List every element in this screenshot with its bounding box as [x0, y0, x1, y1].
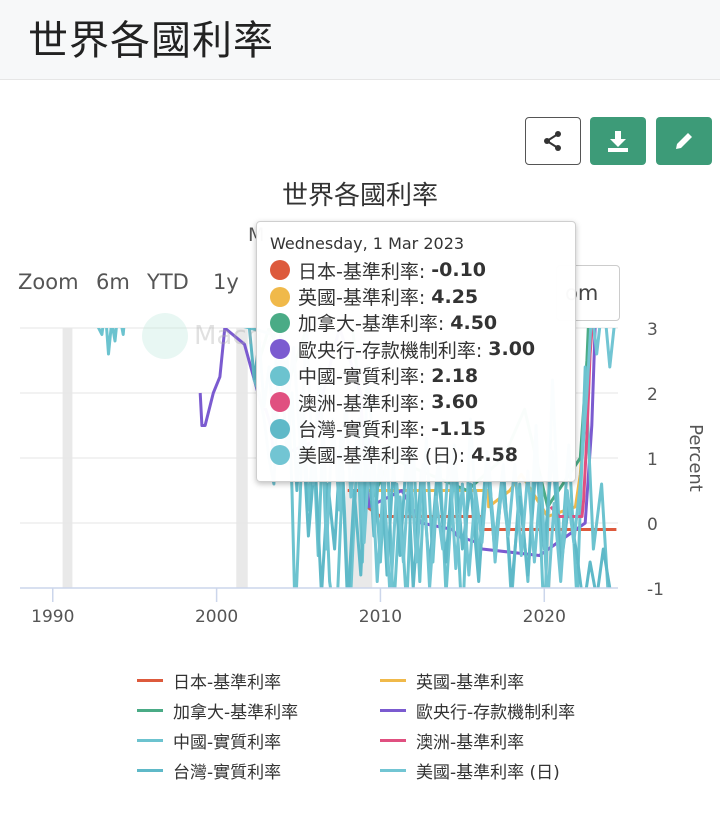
- tooltip-date: Wednesday, 1 Mar 2023: [270, 234, 465, 253]
- watermark: Macro: [142, 313, 273, 359]
- x-tick-label: 2020: [523, 607, 566, 627]
- legend-item[interactable]: 加拿大-基準利率: [137, 698, 298, 723]
- legend-label: 加拿大-基準利率: [173, 703, 299, 723]
- y-tick-label: 2: [647, 385, 658, 405]
- tooltip-series-dot-icon: [270, 418, 290, 439]
- x-tick-label: 2010: [359, 607, 402, 627]
- zoom-ytd-button[interactable]: YTD: [147, 270, 189, 294]
- tooltip-series-value: 3.60: [431, 391, 479, 414]
- legend-item[interactable]: 英國-基準利率: [380, 668, 524, 693]
- legend-item[interactable]: 台灣-實質利率: [137, 758, 281, 783]
- tooltip-series-dot-icon: [270, 392, 290, 413]
- tooltip-row: 英國-基準利率: 4.25: [270, 283, 575, 309]
- tooltip-row: 中國-實質利率: 2.18: [270, 363, 575, 389]
- tooltip-row: 澳洲-基準利率: 3.60: [270, 389, 575, 415]
- legend-line-icon: [137, 739, 163, 742]
- tooltip-row: 加拿大-基準利率: 4.50: [270, 310, 575, 336]
- share-icon: [544, 131, 561, 151]
- tooltip-series-value: -1.15: [431, 417, 487, 440]
- chart-title: 世界各國利率: [281, 181, 438, 211]
- legend-line-icon: [137, 709, 163, 712]
- legend-line-icon: [380, 709, 406, 712]
- legend-item[interactable]: 美國-基準利率 (日): [380, 758, 560, 783]
- legend-item[interactable]: 歐央行-存款機制利率: [380, 698, 575, 723]
- legend-label: 台灣-實質利率: [173, 763, 282, 783]
- download-icon: [608, 131, 628, 152]
- legend-item[interactable]: 日本-基準利率: [137, 668, 281, 693]
- legend-item[interactable]: 中國-實質利率: [137, 728, 281, 753]
- page-header: 世界各國利率: [0, 0, 720, 80]
- tooltip-series-label: 英國-基準利率:: [298, 287, 426, 310]
- tooltip-series-label: 台灣-實質利率:: [298, 419, 426, 442]
- legend-line-icon: [380, 739, 406, 742]
- edit-button[interactable]: [656, 117, 712, 165]
- pencil-icon: [676, 133, 692, 149]
- y-tick-label: -1: [647, 580, 664, 600]
- tooltip-series-dot-icon: [270, 286, 290, 307]
- legend-label: 日本-基準利率: [173, 673, 282, 693]
- y-axis-label: Percent: [685, 424, 706, 492]
- zoom-label: Zoom: [18, 270, 79, 294]
- tooltip-series-value: 2.18: [431, 364, 479, 387]
- legend-label: 歐央行-存款機制利率: [416, 703, 576, 723]
- tooltip-series-label: 澳洲-基準利率:: [298, 392, 426, 415]
- page-title: 世界各國利率: [28, 18, 274, 64]
- legend-label: 美國-基準利率 (日): [416, 763, 560, 783]
- tooltip-series-dot-icon: [270, 365, 290, 386]
- legend-label: 英國-基準利率: [416, 673, 525, 693]
- tooltip-series-value: -0.10: [431, 259, 487, 282]
- x-tick-label: 2000: [195, 607, 238, 627]
- share-button[interactable]: [525, 117, 581, 165]
- tooltip-series-label: 中國-實質利率:: [298, 366, 426, 389]
- chart-tooltip: Wednesday, 1 Mar 2023 日本-基準利率: -0.10 英國-基準…: [256, 221, 576, 482]
- y-tick-label: 0: [647, 515, 658, 535]
- tooltip-series-label: 加拿大-基準利率:: [298, 313, 445, 336]
- watermark-logo-icon: [142, 313, 188, 359]
- legend-line-icon: [137, 769, 163, 772]
- tooltip-row: 台灣-實質利率: -1.15: [270, 415, 575, 441]
- axes: 1990 2000 2010 2020 3 2 1 0 -1 Percent: [20, 320, 706, 627]
- legend-line-icon: [137, 679, 163, 682]
- tooltip-row: 美國-基準利率 (日): 4.58: [270, 442, 575, 468]
- zoom-6m-button[interactable]: 6m: [96, 270, 130, 294]
- y-tick-label: 1: [647, 450, 658, 470]
- legend-label: 澳洲-基準利率: [416, 733, 525, 753]
- tooltip-series-dot-icon: [270, 444, 290, 465]
- tooltip-series-value: 3.00: [488, 338, 536, 361]
- tooltip-row: 歐央行-存款機制利率: 3.00: [270, 336, 575, 362]
- tooltip-row: 日本-基準利率: -0.10: [270, 257, 575, 283]
- zoom-1y-button[interactable]: 1y: [213, 270, 239, 294]
- tooltip-series-value: 4.50: [450, 311, 498, 334]
- tooltip-series-dot-icon: [270, 260, 290, 281]
- legend-label: 中國-實質利率: [173, 733, 282, 753]
- legend-item[interactable]: 澳洲-基準利率: [380, 728, 524, 753]
- tooltip-series-label: 美國-基準利率 (日):: [298, 445, 466, 468]
- legend-line-icon: [380, 679, 406, 682]
- legend-line-icon: [380, 769, 406, 772]
- tooltip-rows: 日本-基準利率: -0.10 英國-基準利率: 4.25 加拿大-基準利率: 4.50 歐央…: [270, 257, 575, 468]
- series-line-1[interactable]: [369, 300, 616, 518]
- tooltip-series-value: 4.25: [431, 285, 479, 308]
- tooltip-series-value: 4.58: [471, 443, 519, 466]
- tooltip-series-label: 日本-基準利率:: [298, 260, 426, 283]
- tooltip-series-dot-icon: [270, 339, 290, 360]
- tooltip-series-label: 歐央行-存款機制利率:: [298, 339, 483, 362]
- tooltip-series-dot-icon: [270, 312, 290, 333]
- x-tick-label: 1990: [31, 607, 74, 627]
- download-button[interactable]: [590, 117, 646, 165]
- y-tick-label: 3: [647, 320, 658, 340]
